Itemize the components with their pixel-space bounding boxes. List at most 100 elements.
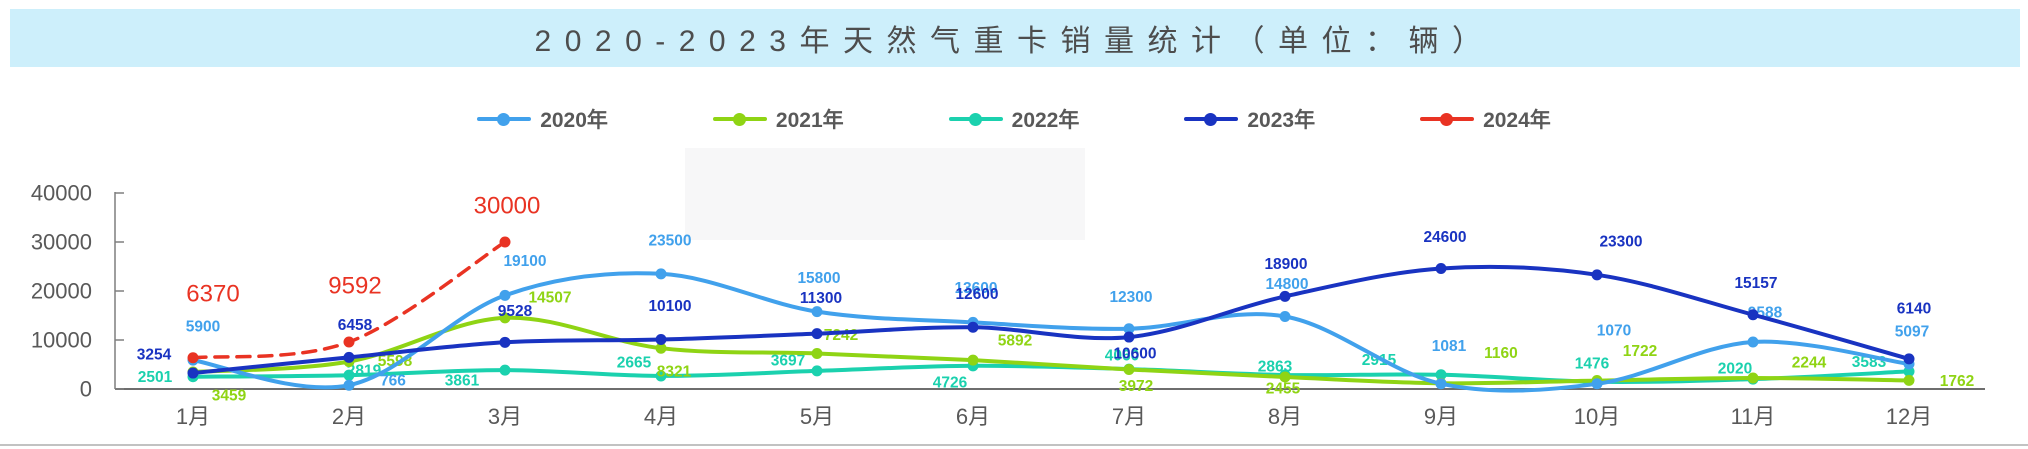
data-label: 3459 <box>212 388 247 405</box>
data-point <box>1279 371 1291 383</box>
data-label: 6140 <box>1897 300 1931 317</box>
data-label: 23500 <box>648 232 691 249</box>
legend-line-dot-icon <box>1420 112 1475 126</box>
y-tick-label: 0 <box>80 377 92 402</box>
data-point <box>1123 331 1135 343</box>
data-label: 5900 <box>186 319 220 336</box>
data-label: 1160 <box>1484 345 1518 362</box>
data-point <box>1279 310 1291 322</box>
data-label: 19100 <box>503 253 546 270</box>
y-tick-label: 40000 <box>31 181 92 206</box>
data-label: 2863 <box>1258 358 1293 375</box>
data-label: 2244 <box>1792 355 1827 372</box>
data-point <box>343 379 355 391</box>
x-tick-label: 7月 <box>1112 404 1146 429</box>
data-point <box>655 334 667 346</box>
data-label: 13600 <box>954 280 997 297</box>
legend-item-2022年: 2022年 <box>948 104 1080 134</box>
legend-item-2023年: 2023年 <box>1184 104 1315 134</box>
data-label: 766 <box>380 373 406 390</box>
data-label: 5097 <box>1895 324 1929 341</box>
data-label: 1070 <box>1597 322 1631 339</box>
data-label: 14507 <box>528 289 571 306</box>
data-point <box>655 342 667 354</box>
data-point <box>655 268 667 280</box>
data-label: 2915 <box>1362 352 1397 369</box>
data-point <box>499 336 511 348</box>
legend-label: 2023年 <box>1247 109 1316 132</box>
watermark-area <box>685 148 1085 240</box>
chart-title: 2020-2023年天然气重卡销量统计（单位：辆） <box>534 25 1496 58</box>
data-label: 9528 <box>498 303 533 320</box>
x-tick-label: 12月 <box>1886 404 1932 429</box>
data-point <box>811 306 823 318</box>
data-point <box>1591 378 1603 390</box>
legend-label: 2020年 <box>540 109 608 132</box>
data-point <box>1903 353 1915 365</box>
legend-line-dot-icon <box>712 112 767 126</box>
data-point <box>1279 290 1291 302</box>
x-tick-label: 8月 <box>1268 404 1302 429</box>
legend-label: 2022年 <box>1011 109 1080 132</box>
legend-item-2021年: 2021年 <box>712 104 844 134</box>
data-label: 2455 <box>1266 380 1301 397</box>
data-label: 24600 <box>1423 229 1466 246</box>
data-label: 30000 <box>474 193 541 220</box>
data-label: 11300 <box>800 290 842 307</box>
data-label: 3254 <box>137 347 172 364</box>
data-label: 15157 <box>1734 275 1777 292</box>
x-tick-label: 9月 <box>1424 404 1458 429</box>
title-bar: 2020-2023年天然气重卡销量统计（单位：辆） <box>10 9 2020 67</box>
x-tick-label: 6月 <box>956 404 990 429</box>
data-point <box>967 354 979 366</box>
sales-line-chart: 0 10000 20000 30000 40000 1月 2月 3月 4月 5月 6月 7月 8月 9月 1… <box>31 148 1985 429</box>
data-label: 18900 <box>1264 256 1307 273</box>
data-label: 6370 <box>186 280 239 307</box>
legend-label: 2021年 <box>775 109 844 132</box>
x-tick-label: 1月 <box>176 404 210 429</box>
data-label: 14800 <box>1265 276 1308 293</box>
data-label: 7242 <box>824 327 858 344</box>
data-label: 5892 <box>998 333 1032 350</box>
x-tick-label: 3月 <box>488 404 522 429</box>
data-label: 12600 <box>955 286 998 303</box>
y-tick-label: 20000 <box>31 279 92 304</box>
data-label: 23300 <box>1599 233 1642 250</box>
y-tick-label: 10000 <box>31 328 92 353</box>
x-tick-label: 11月 <box>1731 404 1776 429</box>
data-label: 3697 <box>771 352 805 369</box>
data-label: 2020 <box>1718 361 1752 378</box>
series-line <box>191 271 1911 393</box>
data-point <box>1123 323 1135 335</box>
data-point <box>499 312 511 324</box>
data-point <box>1747 309 1759 321</box>
data-point <box>187 367 199 379</box>
data-label: 1081 <box>1432 338 1467 355</box>
data-point <box>655 370 667 382</box>
data-label: 4726 <box>933 374 968 391</box>
data-point <box>1435 262 1447 274</box>
data-point <box>343 369 355 381</box>
data-label: 3972 <box>1119 378 1153 395</box>
data-point <box>1435 369 1447 381</box>
data-point <box>811 365 823 377</box>
x-tick-label: 10月 <box>1574 404 1620 429</box>
data-point <box>343 351 355 363</box>
data-point <box>1591 269 1603 281</box>
data-point <box>499 236 511 248</box>
data-label: 15800 <box>797 270 840 287</box>
legend-item-2020年: 2020年 <box>477 104 608 134</box>
data-label: 1722 <box>1623 343 1657 360</box>
data-label: 3861 <box>445 373 480 390</box>
legend-label: 2024年 <box>1483 109 1551 132</box>
data-point <box>1123 364 1135 376</box>
data-label: 1762 <box>1940 373 1974 390</box>
axes: 0 10000 20000 30000 40000 1月 2月 3月 4月 5月 6月 7月 8月 9月 1… <box>31 181 1985 429</box>
legend-item-2024年: 2024年 <box>1420 104 1551 134</box>
series-2024年: 6370 9592 30000 <box>186 193 540 364</box>
data-label: 1476 <box>1575 355 1610 372</box>
bottom-divider <box>0 444 2028 446</box>
data-point <box>1435 378 1447 390</box>
series-2023年: 3254 6458 9528 10100 11300 12600 10600 18900 246… <box>137 229 1931 379</box>
